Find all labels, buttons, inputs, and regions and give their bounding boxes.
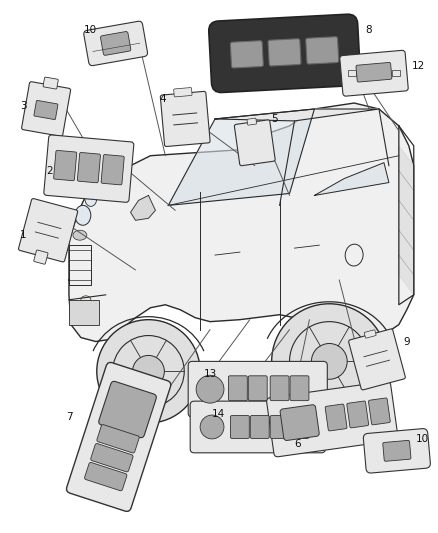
- FancyBboxPatch shape: [34, 100, 58, 119]
- FancyBboxPatch shape: [280, 405, 319, 440]
- Ellipse shape: [81, 296, 91, 304]
- Polygon shape: [314, 163, 389, 196]
- Polygon shape: [69, 103, 414, 342]
- Text: 13: 13: [203, 369, 217, 379]
- FancyBboxPatch shape: [347, 401, 369, 428]
- FancyBboxPatch shape: [290, 376, 309, 401]
- FancyBboxPatch shape: [268, 39, 301, 66]
- Text: 10: 10: [416, 434, 429, 444]
- Circle shape: [133, 356, 164, 387]
- FancyBboxPatch shape: [290, 416, 309, 439]
- Text: 2: 2: [46, 166, 53, 175]
- FancyBboxPatch shape: [101, 31, 131, 55]
- FancyBboxPatch shape: [270, 376, 289, 401]
- FancyBboxPatch shape: [97, 425, 139, 453]
- Bar: [392, 70, 400, 76]
- Text: 5: 5: [271, 114, 278, 124]
- FancyBboxPatch shape: [230, 416, 249, 439]
- FancyBboxPatch shape: [229, 376, 247, 401]
- FancyBboxPatch shape: [248, 376, 267, 401]
- Text: 14: 14: [212, 409, 225, 419]
- FancyBboxPatch shape: [34, 250, 48, 264]
- Polygon shape: [131, 196, 155, 220]
- Circle shape: [97, 320, 200, 423]
- FancyBboxPatch shape: [91, 443, 133, 472]
- Text: 4: 4: [159, 94, 166, 104]
- Bar: [69, 245, 91, 285]
- Ellipse shape: [85, 190, 97, 206]
- FancyBboxPatch shape: [364, 429, 431, 473]
- FancyBboxPatch shape: [174, 87, 192, 97]
- Text: 12: 12: [412, 61, 425, 71]
- Circle shape: [200, 415, 224, 439]
- FancyBboxPatch shape: [340, 50, 408, 96]
- Text: 7: 7: [66, 412, 72, 422]
- FancyBboxPatch shape: [364, 330, 376, 338]
- FancyBboxPatch shape: [188, 361, 327, 417]
- Text: 1: 1: [20, 230, 27, 240]
- FancyBboxPatch shape: [209, 14, 360, 93]
- FancyBboxPatch shape: [78, 152, 100, 183]
- Text: 9: 9: [403, 336, 410, 346]
- FancyBboxPatch shape: [234, 120, 275, 166]
- Polygon shape: [215, 109, 379, 121]
- FancyBboxPatch shape: [84, 21, 148, 66]
- FancyBboxPatch shape: [53, 150, 77, 181]
- FancyBboxPatch shape: [18, 199, 78, 262]
- Text: 10: 10: [84, 25, 97, 35]
- FancyBboxPatch shape: [270, 416, 289, 439]
- Text: 6: 6: [294, 439, 301, 449]
- FancyBboxPatch shape: [21, 82, 71, 136]
- Bar: [348, 70, 356, 76]
- Text: 8: 8: [366, 25, 372, 35]
- FancyBboxPatch shape: [160, 91, 210, 147]
- FancyBboxPatch shape: [44, 135, 134, 203]
- FancyBboxPatch shape: [306, 37, 339, 64]
- FancyBboxPatch shape: [349, 329, 405, 390]
- FancyBboxPatch shape: [247, 118, 257, 125]
- FancyBboxPatch shape: [85, 463, 127, 491]
- Polygon shape: [399, 146, 414, 295]
- FancyBboxPatch shape: [250, 416, 269, 439]
- Bar: [69, 300, 99, 325]
- FancyBboxPatch shape: [43, 77, 58, 89]
- FancyBboxPatch shape: [67, 362, 171, 511]
- FancyBboxPatch shape: [99, 381, 156, 438]
- Ellipse shape: [75, 205, 91, 225]
- Circle shape: [272, 304, 387, 419]
- FancyBboxPatch shape: [267, 381, 398, 457]
- FancyBboxPatch shape: [101, 155, 124, 185]
- FancyBboxPatch shape: [190, 401, 325, 453]
- Circle shape: [196, 375, 224, 403]
- Polygon shape: [168, 109, 314, 205]
- FancyBboxPatch shape: [368, 398, 390, 425]
- FancyBboxPatch shape: [230, 41, 263, 68]
- Ellipse shape: [73, 230, 87, 240]
- Text: 3: 3: [20, 101, 27, 111]
- FancyBboxPatch shape: [383, 440, 411, 461]
- FancyBboxPatch shape: [356, 62, 392, 82]
- Circle shape: [311, 343, 347, 379]
- FancyBboxPatch shape: [325, 404, 347, 431]
